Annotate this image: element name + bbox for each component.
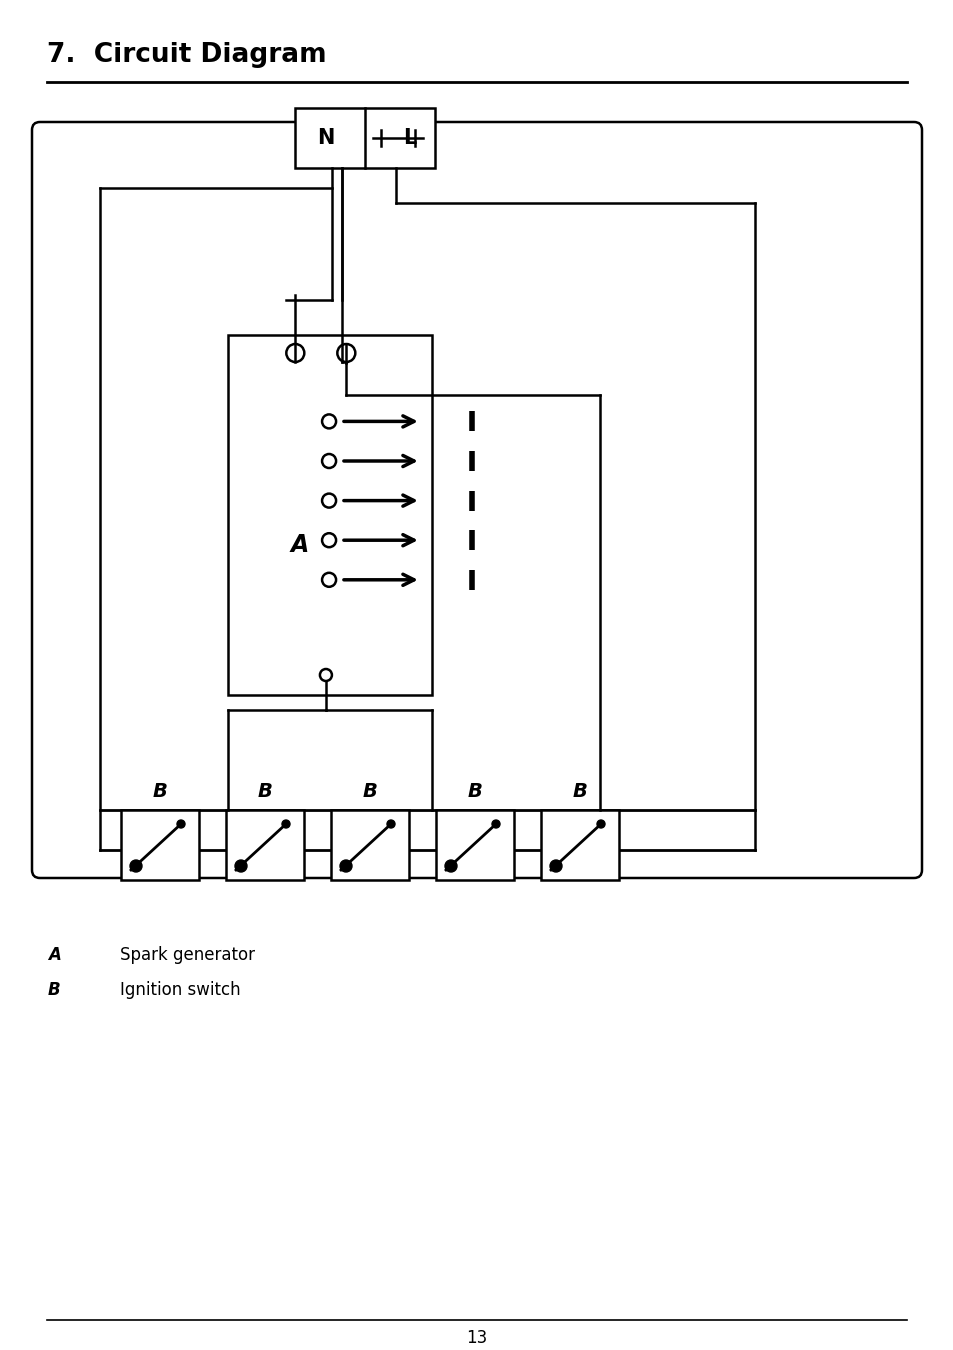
Bar: [226, 810, 304, 880]
Text: N: N: [316, 128, 335, 148]
Circle shape: [597, 819, 604, 828]
Text: B: B: [572, 783, 587, 802]
Text: B: B: [467, 783, 482, 802]
Bar: [121, 810, 199, 880]
Text: Ignition switch: Ignition switch: [120, 981, 240, 999]
Text: A: A: [290, 533, 308, 558]
Text: B: B: [152, 783, 168, 802]
Circle shape: [234, 860, 247, 872]
Circle shape: [492, 819, 499, 828]
Circle shape: [177, 819, 185, 828]
Text: Spark generator: Spark generator: [120, 946, 254, 964]
Text: A: A: [48, 946, 61, 964]
Text: B: B: [257, 783, 273, 802]
Text: 13: 13: [466, 1328, 487, 1347]
Circle shape: [444, 860, 456, 872]
Bar: [228, 335, 432, 695]
Text: B: B: [362, 783, 377, 802]
Bar: [540, 810, 618, 880]
Bar: [294, 108, 435, 167]
Text: B: B: [48, 981, 61, 999]
Circle shape: [387, 819, 395, 828]
Text: L: L: [403, 128, 416, 148]
Bar: [436, 810, 514, 880]
Bar: [331, 810, 409, 880]
Text: 7.  Circuit Diagram: 7. Circuit Diagram: [47, 42, 326, 68]
Circle shape: [550, 860, 561, 872]
Circle shape: [339, 860, 352, 872]
Circle shape: [282, 819, 290, 828]
Circle shape: [130, 860, 142, 872]
FancyBboxPatch shape: [32, 122, 921, 878]
